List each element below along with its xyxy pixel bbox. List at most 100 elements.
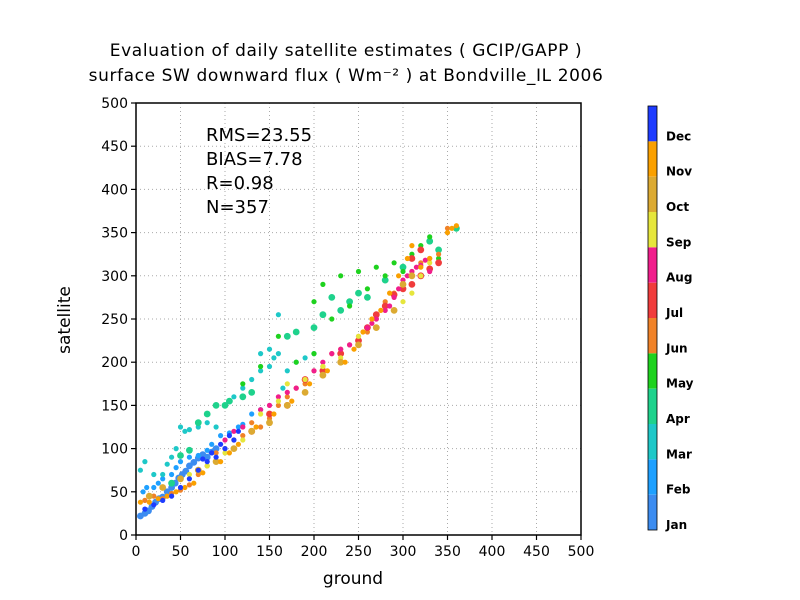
data-point-feb [195, 452, 201, 459]
data-point-sep [186, 471, 192, 478]
data-point-sep [418, 273, 424, 279]
legend-swatch-oct [648, 176, 657, 212]
data-point-may [364, 286, 370, 292]
data-point-apr [292, 328, 300, 336]
data-point-dec [186, 476, 192, 482]
data-point-nov [137, 499, 143, 505]
data-point-may [311, 351, 317, 357]
data-point-aug [373, 316, 379, 322]
data-point-oct [337, 358, 345, 366]
y-tick-label: 50 [110, 485, 128, 501]
y-tick-label: 350 [101, 226, 128, 242]
data-point-aug [329, 351, 335, 357]
data-point-apr [328, 294, 336, 301]
data-point-may [355, 268, 362, 275]
legend-label-jun: Jun [665, 341, 688, 355]
data-point-nov [387, 290, 393, 296]
data-point-mar [258, 368, 264, 374]
data-point-nov [307, 381, 313, 387]
data-point-sep [240, 437, 246, 443]
data-point-sep [355, 333, 362, 339]
data-point-sep [284, 381, 290, 387]
data-point-nov [200, 470, 206, 476]
data-point-may [373, 264, 379, 270]
data-point-may [293, 359, 299, 365]
data-point-mar [249, 376, 255, 383]
data-point-feb [173, 465, 179, 471]
data-point-nov [444, 230, 451, 236]
data-point-oct [283, 402, 291, 409]
data-point-jul [435, 259, 442, 267]
data-point-nov [378, 307, 384, 313]
data-point-apr [168, 479, 176, 487]
data-point-mar [231, 394, 237, 400]
y-tick-label: 300 [101, 269, 128, 285]
data-point-aug [240, 424, 246, 430]
data-point-feb [144, 484, 150, 491]
data-point-nov [396, 273, 402, 279]
legend-label-sep: Sep [666, 235, 692, 249]
data-point-nov [427, 255, 433, 262]
grid [136, 103, 581, 535]
data-point-jan [203, 453, 211, 461]
data-point-nov [409, 243, 415, 249]
data-point-dec [195, 467, 201, 473]
data-point-nov [351, 346, 357, 352]
data-point-mar [182, 428, 188, 434]
legend-swatch-dec [648, 106, 657, 142]
data-point-aug [382, 307, 388, 313]
data-point-apr [346, 298, 353, 306]
data-point-dec [204, 459, 210, 465]
data-point-sep [400, 299, 406, 305]
data-point-mar [284, 368, 290, 374]
legend-label-oct: Oct [666, 200, 689, 214]
data-point-oct [266, 419, 273, 427]
data-point-apr [355, 289, 362, 297]
data-point-dec [218, 441, 224, 447]
data-point-mar [151, 471, 157, 478]
data-points [137, 223, 460, 520]
data-point-feb [177, 459, 184, 465]
data-point-jun [284, 394, 290, 400]
data-point-jun [436, 251, 442, 257]
data-point-jun [213, 450, 219, 456]
data-point-nov [271, 411, 277, 417]
data-point-dec [213, 454, 219, 460]
x-tick-label: 200 [301, 544, 328, 560]
data-point-mar [258, 351, 264, 357]
legend-label-mar: Mar [666, 447, 692, 461]
data-point-jul [408, 255, 416, 262]
data-point-oct [408, 272, 416, 280]
legend-label-apr: Apr [666, 412, 690, 426]
data-point-may [275, 333, 281, 339]
chart-title-line2: surface SW downward flux ( Wm⁻² ) at Bon… [89, 66, 604, 86]
data-point-oct [319, 371, 327, 379]
data-point-may [240, 381, 246, 387]
x-tick-label: 500 [568, 544, 595, 560]
data-point-feb [169, 471, 175, 478]
data-point-oct [159, 484, 167, 491]
data-point-nov [453, 223, 459, 229]
data-point-dec [169, 493, 175, 499]
data-point-feb [218, 433, 224, 439]
legend-swatch-jul [648, 282, 657, 318]
data-point-dec [142, 506, 148, 512]
data-point-jan [190, 459, 198, 466]
data-point-mar [275, 312, 281, 318]
y-tick-label: 150 [101, 398, 128, 414]
data-point-jul [417, 246, 425, 254]
data-point-mar [137, 467, 143, 473]
data-point-may [320, 281, 326, 287]
data-point-aug [369, 320, 375, 326]
data-point-aug [293, 385, 299, 391]
data-point-nov [235, 441, 241, 447]
data-point-dec [231, 437, 237, 443]
data-point-feb [160, 476, 166, 482]
data-point-aug [231, 428, 237, 434]
data-point-mar [142, 459, 148, 465]
y-tick-label: 400 [101, 182, 128, 198]
data-point-jul [266, 410, 273, 418]
legend-label-feb: Feb [666, 483, 691, 497]
data-point-apr [221, 402, 229, 409]
